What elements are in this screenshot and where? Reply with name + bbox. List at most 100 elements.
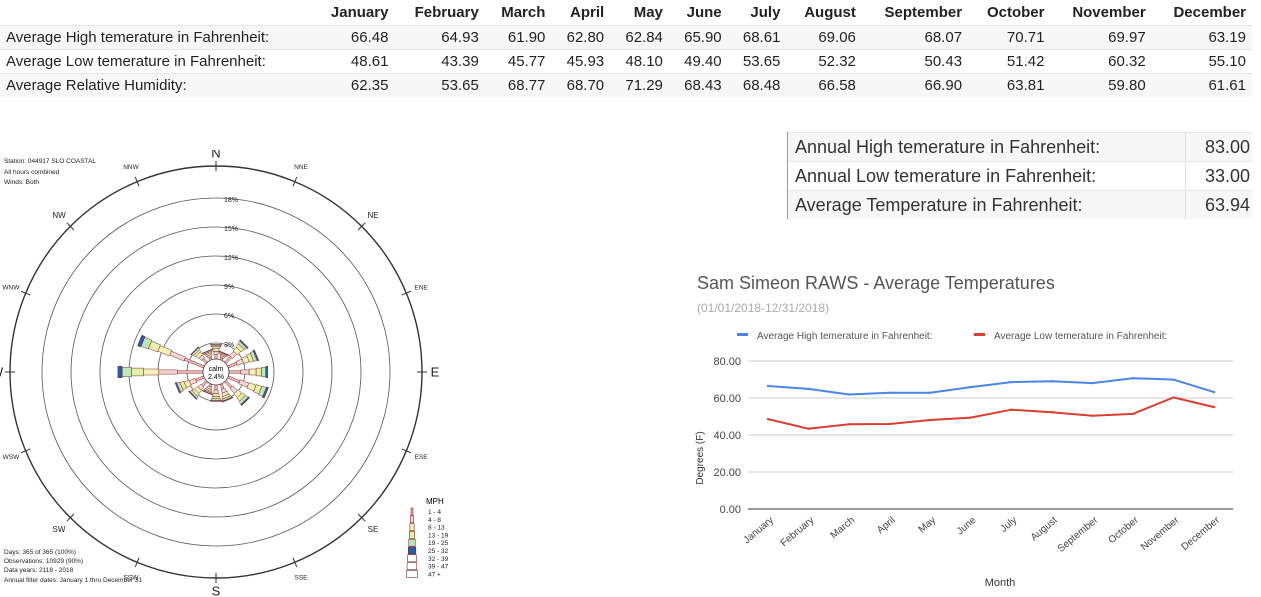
petal-segment [117, 366, 123, 378]
annual-row: Annual High temerature in Fahrenheit: 83… [787, 132, 1252, 162]
table-cell: 50.43 [924, 53, 963, 70]
legend-swatch [407, 546, 417, 555]
legend-swatch [406, 570, 418, 578]
data-point [1010, 408, 1013, 411]
petal-segment [195, 375, 205, 382]
direction-label: SSW [124, 574, 140, 581]
table-cell: 68.07 [924, 29, 963, 46]
x-tick-label: July [999, 515, 1020, 535]
table-cell: 68.48 [742, 77, 781, 94]
table-cell: 69.97 [1108, 29, 1146, 46]
petal-segment [261, 366, 266, 378]
data-point [969, 385, 972, 389]
chart-gridlines: 0.00 20.00 40.00 60.00 80.00 [713, 356, 1233, 516]
filter-dates-info: Annual filter dates: January 1 thru Dece… [4, 577, 142, 584]
hours-info: All hours combined [4, 169, 60, 176]
direction-label: NNW [123, 164, 139, 171]
table-row: Average Relative Humidity: 62.35 53.65 68.7… [0, 73, 1252, 97]
month-header: November [1050, 0, 1152, 26]
petal-segment [228, 370, 241, 374]
table-cell: 55.10 [1208, 53, 1246, 70]
table-cell: 61.90 [507, 29, 546, 46]
calm-label: calm [209, 366, 224, 373]
table-cell: 63.81 [1006, 77, 1045, 94]
data-point [1212, 390, 1216, 394]
petal-segment [213, 351, 219, 355]
data-point [1172, 396, 1175, 399]
y-tick-label: 80.00 [713, 356, 741, 368]
month-header: August [786, 0, 862, 26]
x-tick-label: November [1139, 514, 1182, 553]
x-tick-label: April [875, 515, 897, 536]
annual-row-value: 83.00 [1185, 132, 1252, 162]
annual-row-label: Annual Low temerature in Fahrenheit: [787, 161, 1186, 191]
table-cell: 60.32 [1108, 53, 1146, 70]
data-point [847, 423, 851, 426]
legend-label: 19 - 25 [428, 540, 449, 547]
petal-segment [190, 346, 200, 356]
month-header: January [312, 0, 395, 26]
petal-segment [240, 369, 250, 375]
month-header: April [551, 0, 611, 26]
petal-segment [201, 348, 214, 355]
petal-segment [252, 349, 260, 362]
direction-tick [66, 513, 75, 522]
legend-swatch [974, 333, 985, 336]
petal-segment [261, 386, 269, 399]
table-cell: 70.71 [1006, 29, 1045, 46]
petal-segment [158, 369, 178, 375]
table-cell: 61.61 [1208, 77, 1246, 94]
annual-row-value: 33.00 [1185, 161, 1252, 191]
series-line [767, 377, 1215, 396]
chart-legend: Average High temerature in Fahrenheit: Av… [737, 331, 1167, 342]
legend-label: 47 + [428, 571, 441, 578]
series-line [767, 396, 1215, 430]
x-tick-label: February [779, 515, 817, 549]
legend-swatch [406, 562, 418, 570]
table-cell: 43.39 [441, 53, 479, 70]
direction-label: NE [367, 211, 378, 220]
legend-label: 4 - 8 [428, 517, 441, 524]
x-axis-label: Month [985, 577, 1016, 589]
table-cell: 53.65 [441, 77, 479, 94]
y-axis-label: Degrees (F) [695, 431, 706, 484]
direction-label: SSE [294, 574, 308, 581]
petal-segment [201, 389, 214, 396]
table-cell: 69.06 [818, 29, 856, 46]
direction-label: ENE [414, 284, 428, 291]
data-point [929, 418, 932, 422]
legend-label: Average High temerature in Fahrenheit: [757, 331, 932, 342]
petal-segment [121, 366, 132, 378]
petal-segment [137, 334, 146, 348]
x-tick-label: August [1029, 515, 1060, 544]
x-tick-label: December [1180, 514, 1223, 553]
data-point [807, 427, 810, 430]
table-cell: 59.80 [1108, 77, 1146, 94]
petal-segment [218, 350, 230, 356]
data-point [888, 422, 891, 426]
petal-segment [211, 346, 221, 350]
table-cell: 48.61 [350, 53, 389, 70]
data-point [1050, 380, 1053, 383]
table-cell: 66.48 [350, 29, 389, 46]
petal-segment [212, 393, 220, 397]
x-tick-label: January [742, 515, 776, 546]
table-cell: 53.65 [742, 53, 781, 70]
table-cell: 49.40 [684, 53, 722, 70]
ring-label: 18% [224, 197, 238, 204]
legend-label: 32 - 39 [428, 556, 449, 563]
data-point [969, 416, 972, 419]
table-cell: 65.90 [684, 29, 722, 46]
month-header: September [861, 0, 969, 26]
direction-label: N [211, 150, 220, 161]
direction-petal [137, 334, 205, 369]
monthly-table-body: Average High temerature in Fahrenheit: 66… [0, 25, 1252, 97]
direction-petal [188, 379, 209, 400]
annual-row-label: Annual High temerature in Fahrenheit: [787, 132, 1186, 162]
legend-label: 8 - 13 [428, 525, 445, 532]
petal-segment [188, 390, 198, 400]
legend-label: 1 - 4 [428, 509, 441, 516]
direction-petal [210, 384, 222, 402]
data-point [847, 393, 851, 396]
